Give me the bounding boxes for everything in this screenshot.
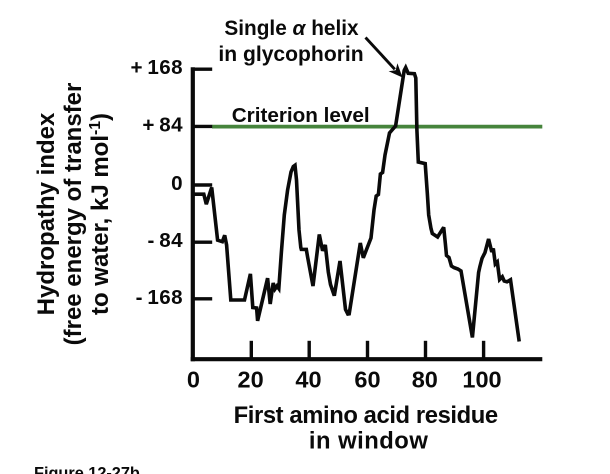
svg-text:100: 100	[462, 367, 501, 393]
svg-text:Figure 12-27b: Figure 12-27b	[34, 465, 140, 474]
svg-text:in window: in window	[309, 428, 429, 455]
svg-text:40: 40	[295, 367, 321, 393]
svg-text:in glycophorin: in glycophorin	[218, 43, 363, 66]
svg-text:80: 80	[412, 367, 438, 393]
svg-text:Single α helix: Single α helix	[224, 17, 359, 40]
svg-text:to water, kJ mol-1): to water, kJ mol-1)	[87, 113, 114, 315]
svg-text:+ 168: + 168	[130, 56, 183, 79]
svg-text:0: 0	[187, 367, 200, 393]
svg-text:+ 84: + 84	[142, 113, 183, 136]
svg-text:Hydropathy index: Hydropathy index	[33, 112, 60, 315]
svg-text:(free energy of transfer: (free energy of transfer	[60, 83, 87, 346]
svg-text:60: 60	[354, 367, 380, 393]
svg-text:- 84: - 84	[148, 229, 184, 252]
svg-text:Criterion level: Criterion level	[232, 104, 370, 127]
svg-text:- 168: - 168	[136, 286, 183, 309]
svg-text:20: 20	[238, 367, 264, 393]
svg-text:0: 0	[171, 172, 183, 195]
svg-text:First amino acid residue: First amino acid residue	[234, 402, 498, 429]
